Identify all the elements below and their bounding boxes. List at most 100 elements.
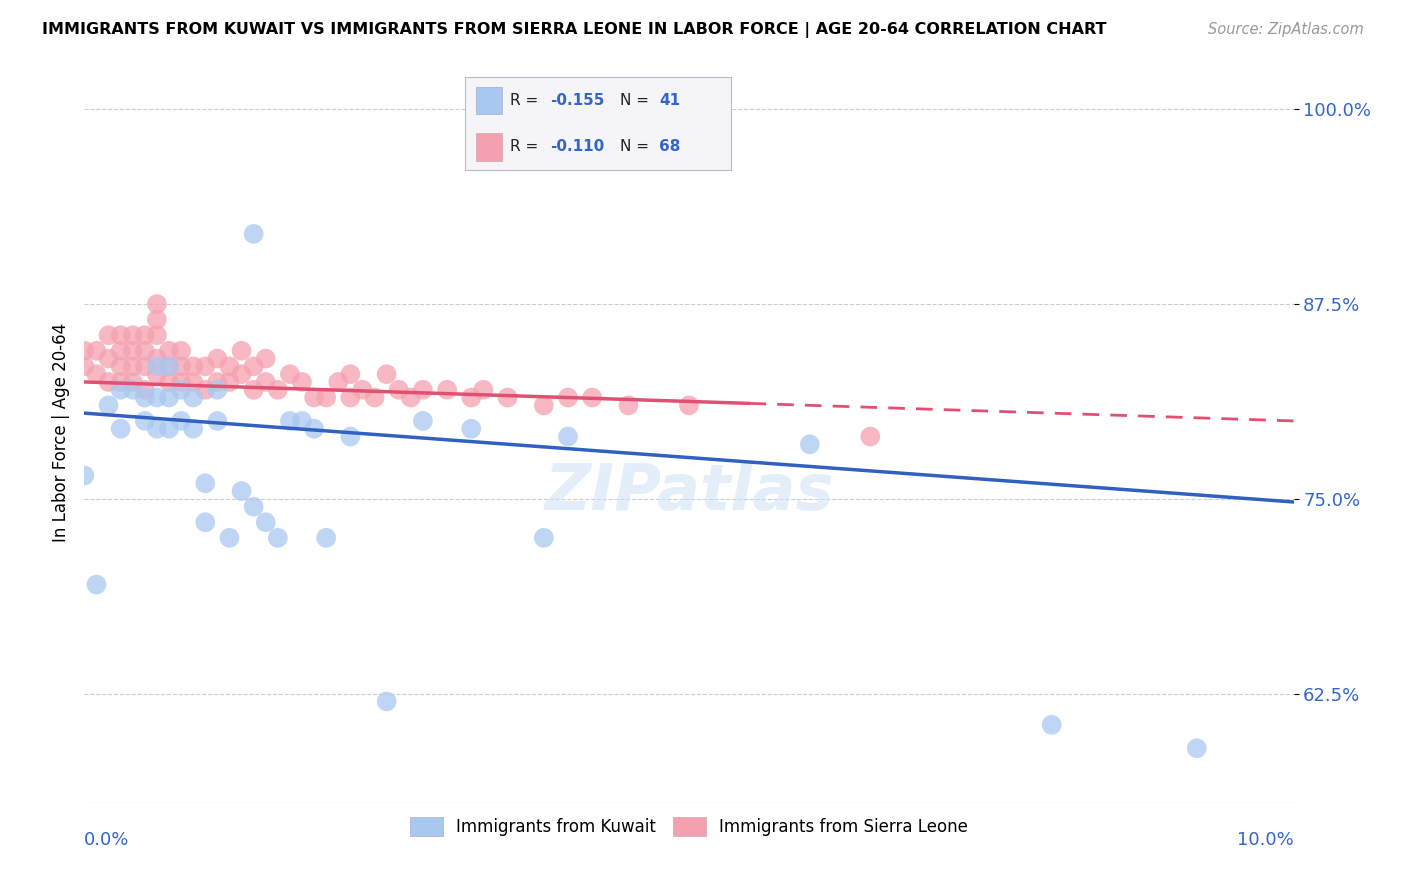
Point (375, 367, 398, 381)
Point (146, 359, 169, 374)
Point (254, 351, 277, 366)
Point (110, 383, 132, 397)
Point (121, 359, 143, 374)
Point (218, 359, 240, 374)
Point (121, 383, 143, 397)
Point (339, 429, 361, 443)
Point (121, 343, 143, 358)
Point (799, 437, 821, 451)
Point (194, 383, 217, 397)
Text: IMMIGRANTS FROM KUWAIT VS IMMIGRANTS FROM SIERRA LEONE IN LABOR FORCE | AGE 20-6: IMMIGRANTS FROM KUWAIT VS IMMIGRANTS FRO… (42, 22, 1107, 38)
Point (110, 328, 132, 343)
Point (352, 383, 374, 397)
Point (73, 468, 96, 483)
Point (134, 383, 156, 397)
Point (207, 375, 229, 389)
Point (859, 429, 882, 443)
Point (1185, 741, 1208, 756)
Point (121, 375, 143, 389)
Point (134, 328, 156, 343)
Point (254, 515, 277, 529)
Point (157, 375, 180, 389)
Point (533, 398, 555, 412)
Point (157, 359, 180, 374)
Point (315, 531, 337, 545)
Text: Source: ZipAtlas.com: Source: ZipAtlas.com (1208, 22, 1364, 37)
Point (231, 343, 253, 358)
Point (170, 343, 193, 358)
Point (134, 414, 156, 428)
Point (97, 351, 120, 366)
Point (472, 383, 495, 397)
Point (242, 383, 264, 397)
Point (110, 422, 132, 436)
Point (170, 383, 193, 397)
Point (291, 375, 314, 389)
Point (157, 359, 180, 374)
Point (97, 398, 120, 412)
Point (134, 359, 156, 374)
Point (533, 531, 555, 545)
Point (170, 375, 193, 389)
Point (678, 398, 700, 412)
Point (181, 422, 204, 436)
Point (181, 375, 204, 389)
Point (146, 297, 169, 311)
Point (146, 391, 169, 405)
Point (86, 367, 108, 381)
Point (302, 422, 325, 436)
Point (412, 414, 434, 428)
Point (581, 391, 603, 405)
Point (157, 422, 180, 436)
Point (86, 577, 108, 591)
Point (157, 343, 180, 358)
Point (1040, 718, 1063, 732)
Point (207, 383, 229, 397)
Point (194, 515, 217, 529)
Point (328, 375, 350, 389)
Legend: Immigrants from Kuwait, Immigrants from Sierra Leone: Immigrants from Kuwait, Immigrants from … (404, 810, 974, 843)
Point (278, 414, 301, 428)
Point (207, 414, 229, 428)
Point (110, 359, 132, 374)
Point (134, 391, 156, 405)
Point (242, 500, 264, 514)
Point (399, 391, 422, 405)
Point (291, 414, 314, 428)
Y-axis label: In Labor Force | Age 20-64: In Labor Force | Age 20-64 (52, 323, 70, 542)
Point (278, 367, 301, 381)
Point (557, 391, 579, 405)
Point (242, 227, 264, 241)
Point (267, 531, 290, 545)
Point (110, 375, 132, 389)
Point (557, 429, 579, 443)
Point (617, 398, 640, 412)
Text: 10.0%: 10.0% (1237, 830, 1294, 849)
Point (181, 391, 204, 405)
Point (436, 383, 458, 397)
Point (315, 391, 337, 405)
Point (134, 343, 156, 358)
Point (97, 328, 120, 343)
Point (170, 359, 193, 374)
Point (194, 359, 217, 374)
Point (73, 343, 96, 358)
Text: 0.0%: 0.0% (84, 830, 129, 849)
Point (146, 312, 169, 326)
Point (218, 531, 240, 545)
Point (388, 383, 411, 397)
Point (460, 422, 482, 436)
Point (339, 367, 361, 381)
Point (496, 391, 519, 405)
Point (231, 367, 253, 381)
Point (218, 375, 240, 389)
Point (254, 375, 277, 389)
Point (146, 367, 169, 381)
Point (339, 391, 361, 405)
Point (363, 391, 385, 405)
Point (194, 476, 217, 491)
Point (231, 484, 253, 499)
Point (146, 351, 169, 366)
Point (375, 694, 398, 708)
Point (412, 383, 434, 397)
